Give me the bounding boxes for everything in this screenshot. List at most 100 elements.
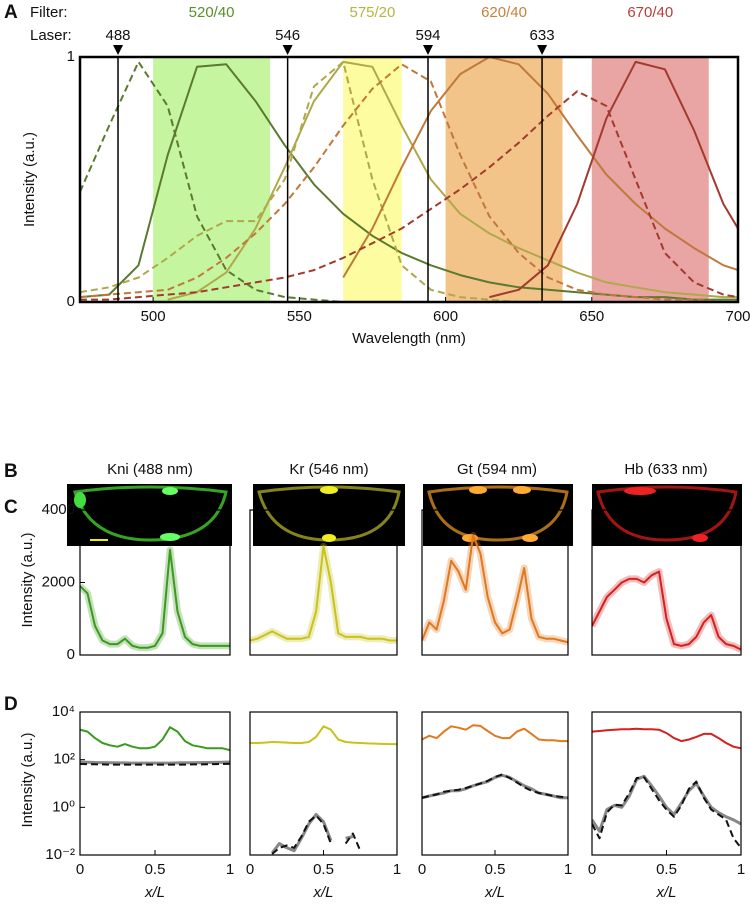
stripe [160,533,180,541]
series-line [250,545,397,642]
filter-band [591,57,709,302]
x-tick-label: 650 [579,308,604,325]
series-line [80,63,738,302]
x-tick-label: 0 [418,861,426,878]
filter-label: Filter: [30,4,68,21]
laser-label: 546 [275,27,300,44]
micrographs: Kni (488 nm) Kr (546 nm) Gt (594 nm) Hb … [67,461,742,546]
stripe [74,492,86,508]
series-line [271,814,362,855]
plot-frame [249,711,398,856]
laser-marker [282,45,293,55]
image-label: Hb (633 nm) [624,461,707,478]
y-tick-label: 1 [67,48,75,65]
x-axis-label: x/L [312,884,333,901]
image [67,484,232,546]
stripe [624,487,656,495]
filter-name: 520/40 [189,4,235,21]
image-label: Gt (594 nm) [457,461,537,478]
y-tick-label: 10⁻² [45,846,75,863]
panel-label: B [4,461,18,482]
y-tick-label: 10⁰ [52,798,75,815]
series-line [167,60,738,301]
x-axis-label: x/L [655,884,676,901]
series-line [80,762,230,766]
x-tick-label: 1 [226,861,234,878]
panel-label: C [4,497,18,518]
series-line [80,726,230,752]
x-axis-label: Wavelength (nm) [352,330,466,347]
laser-marker [537,45,548,55]
x-axis-label: x/L [144,884,165,901]
plot-frame [79,711,231,856]
filter-name: 620/40 [481,4,527,21]
x-tick-label: 700 [725,308,750,325]
y-tick-label: 2000 [42,573,75,590]
series-line [250,725,397,746]
x-tick-label: 0 [246,861,254,878]
y-tick-label: 10² [53,751,75,768]
filter-name: 670/40 [627,4,673,21]
series-line [80,760,230,765]
stripe [513,486,531,494]
replicate-band [250,542,397,644]
plot-frame [78,55,740,304]
series-line [80,90,738,301]
laser-marker [113,45,124,55]
plot-frame [591,509,742,656]
replicate-band [422,531,568,646]
filter-band [445,57,563,302]
x-tick-label: 0.5 [145,861,166,878]
laser-label: Laser: [30,27,72,44]
plot-frame [249,509,398,656]
series-line [422,534,568,644]
embryo [596,485,738,542]
laser-marker [423,45,434,55]
plot-frame [421,509,569,656]
replicate-band [80,546,230,652]
x-tick-label: 0 [76,861,84,878]
stripe [320,486,338,494]
x-tick-label: 1 [393,861,401,878]
laser-label: 633 [530,27,555,44]
x-tick-label: 0.5 [313,861,334,878]
series-line [422,773,568,799]
x-tick-label: 0.5 [656,861,677,878]
y-tick-label: 10⁴ [52,703,75,720]
series-line [422,724,568,743]
plot-frame [421,711,569,856]
panel-label: D [4,694,18,715]
series-line [342,57,738,279]
series-line [592,727,741,750]
x-tick-label: 1 [737,861,745,878]
series-line [592,774,741,833]
y-tick-label: 0 [67,646,75,663]
x-tick-label: 600 [433,308,458,325]
series-line [80,60,738,302]
x-axis-label: x/L [484,884,505,901]
y-axis-label: Intensity (a.u.) [19,532,36,627]
image-label: Kr (546 nm) [289,461,368,478]
series-line [592,776,741,849]
series-line [80,63,738,301]
series-line [489,60,738,299]
stripe [692,534,708,542]
embryo [427,485,569,542]
image [592,484,742,546]
series-line [592,570,741,651]
laser-label: 488 [106,27,131,44]
panel-label: A [4,2,18,23]
embryo [73,485,228,542]
image-label: Kni (488 nm) [107,461,193,478]
filter-name: 575/20 [349,4,395,21]
y-tick-label: 4000 [42,501,75,518]
filter-band [153,57,271,302]
x-tick-label: 0.5 [485,861,506,878]
stripe [322,534,336,542]
stripe [469,486,487,494]
laser-label: 594 [415,27,440,44]
y-axis-label: Intensity (a.u.) [21,132,38,227]
image [423,484,573,546]
y-axis-label: Intensity (a.u.) [19,732,36,827]
x-tick-label: 550 [287,308,312,325]
